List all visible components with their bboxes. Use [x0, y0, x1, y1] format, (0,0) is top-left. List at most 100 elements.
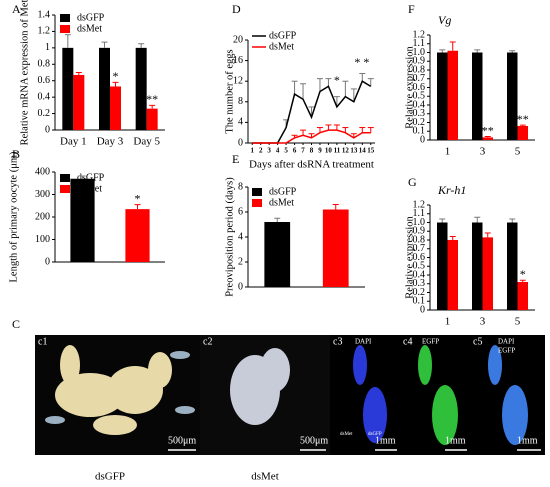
- x-tick-label: 1: [445, 316, 451, 328]
- y-tick-label: 0.3: [413, 278, 426, 289]
- y-tick-label: 0: [420, 134, 425, 145]
- y-axis-label: Preoviposition period (days): [224, 177, 235, 297]
- legend-label: dsGFP: [269, 186, 297, 197]
- significance-mark: *: [520, 267, 526, 281]
- y-tick-label: 2: [238, 256, 243, 267]
- bar: [146, 108, 158, 130]
- y-tick-label: 1.0: [413, 47, 426, 58]
- y-tick-label: 1.1: [413, 38, 426, 49]
- merge-signal: [488, 345, 528, 445]
- x-tick-label: 14: [359, 147, 367, 155]
- scale-label: 1mm: [517, 435, 538, 446]
- y-axis-label: Relative expression: [404, 45, 415, 128]
- x-tick-label: 6: [293, 147, 297, 155]
- bar: [322, 209, 349, 287]
- y-tick-label: 4: [238, 117, 243, 128]
- significance-mark: *: [135, 191, 141, 205]
- x-tick-label: 4: [276, 147, 280, 155]
- bar: [507, 52, 518, 140]
- stain-label: DAPI: [355, 338, 372, 346]
- y-tick-label: 0.3: [413, 108, 426, 119]
- image-strip: c1 c2 c3 c4 c5 DAPI EGFP DAPI EGFP dsMet…: [35, 335, 545, 483]
- y-tick-label: 1: [45, 42, 50, 53]
- image-label: c2: [203, 336, 212, 347]
- y-tick-label: 300: [35, 189, 50, 200]
- x-tick-label: Day 5: [133, 136, 160, 148]
- line-series: [252, 129, 371, 144]
- x-axis-label: Days after dsRNA treatment: [249, 159, 374, 171]
- y-tick-label: 100: [35, 234, 50, 245]
- legend-swatch: [60, 25, 70, 33]
- ovary-shape: [55, 345, 172, 435]
- y-tick-label: 1.0: [413, 217, 426, 228]
- bar: [73, 74, 85, 130]
- y-tick-label: 8: [238, 181, 243, 192]
- y-axis-label: Length of primary oocyte (μm): [8, 151, 19, 283]
- legend-label: dsGFP: [269, 30, 297, 41]
- bar: [517, 282, 528, 310]
- y-tick-label: 0: [420, 304, 425, 315]
- y-tick-label: 0.4: [413, 269, 426, 280]
- panel-letter: D: [232, 2, 241, 16]
- x-tick-label: 5: [284, 147, 288, 155]
- scale-label: 500μm: [168, 435, 196, 446]
- y-tick-label: 0.8: [413, 64, 426, 75]
- y-tick-label: 0.7: [413, 73, 426, 84]
- y-tick-label: 0.8: [413, 234, 426, 245]
- bar: [447, 240, 458, 310]
- egfp-signal: [418, 345, 458, 445]
- y-tick-label: 0.5: [413, 261, 426, 272]
- inset-label: dsGFP: [368, 432, 382, 437]
- x-tick-label: Day 1: [60, 136, 87, 148]
- legend-label: dsGFP: [77, 12, 105, 23]
- significance-mark: **: [482, 123, 494, 137]
- x-tick-label: 13: [350, 147, 358, 155]
- x-tick-label: 3: [480, 146, 486, 158]
- bar: [472, 52, 483, 140]
- y-tick-label: 1.2: [413, 199, 426, 210]
- x-tick-label: 2: [259, 147, 263, 155]
- bar: [264, 222, 291, 287]
- legend-swatch: [60, 185, 70, 193]
- y-tick-label: 4: [238, 231, 243, 242]
- x-tick-label: 15: [367, 147, 375, 155]
- x-tick-label: 12: [342, 147, 350, 155]
- x-tick-label: 11: [334, 147, 341, 155]
- y-tick-label: 0.2: [413, 117, 426, 128]
- significance-mark: *: [334, 73, 340, 87]
- significance-mark: **: [146, 92, 158, 106]
- significance-mark: * *: [354, 55, 369, 69]
- y-tick-label: 8: [238, 96, 243, 107]
- scale-label: 1mm: [445, 435, 466, 446]
- y-tick-label: 0.4: [413, 99, 426, 110]
- panel-letter: C: [12, 317, 20, 331]
- panel-letter: E: [232, 152, 239, 166]
- bar: [99, 47, 110, 130]
- image-caption: dsGFP: [95, 471, 125, 483]
- x-tick-label: 9: [318, 147, 322, 155]
- legend-label: dsMet: [77, 23, 102, 34]
- image-label: c5: [473, 336, 482, 347]
- y-tick-label: 0: [238, 281, 243, 292]
- bar: [62, 47, 74, 130]
- y-tick-label: 1.2: [413, 29, 426, 40]
- y-tick-label: 1.4: [38, 9, 51, 20]
- y-tick-label: 1.1: [413, 208, 426, 219]
- y-tick-label: 20: [233, 34, 243, 45]
- stain-label: EGFP: [498, 347, 515, 355]
- y-axis-label: The number of eggs: [224, 49, 235, 133]
- image-label: c1: [38, 336, 47, 347]
- x-tick-label: Day 3: [97, 136, 124, 148]
- panel-letter: F: [408, 2, 415, 16]
- panel-letter: B: [12, 147, 20, 161]
- tubules: [45, 351, 195, 424]
- scale-label: 1mm: [375, 435, 396, 446]
- y-tick-label: 0: [45, 256, 50, 267]
- nuclei: [353, 345, 387, 443]
- y-tick-label: 400: [35, 166, 50, 177]
- y-tick-label: 6: [238, 206, 243, 217]
- bar: [437, 222, 448, 310]
- significance-mark: **: [517, 112, 529, 126]
- legend-label: dsGFP: [77, 172, 105, 183]
